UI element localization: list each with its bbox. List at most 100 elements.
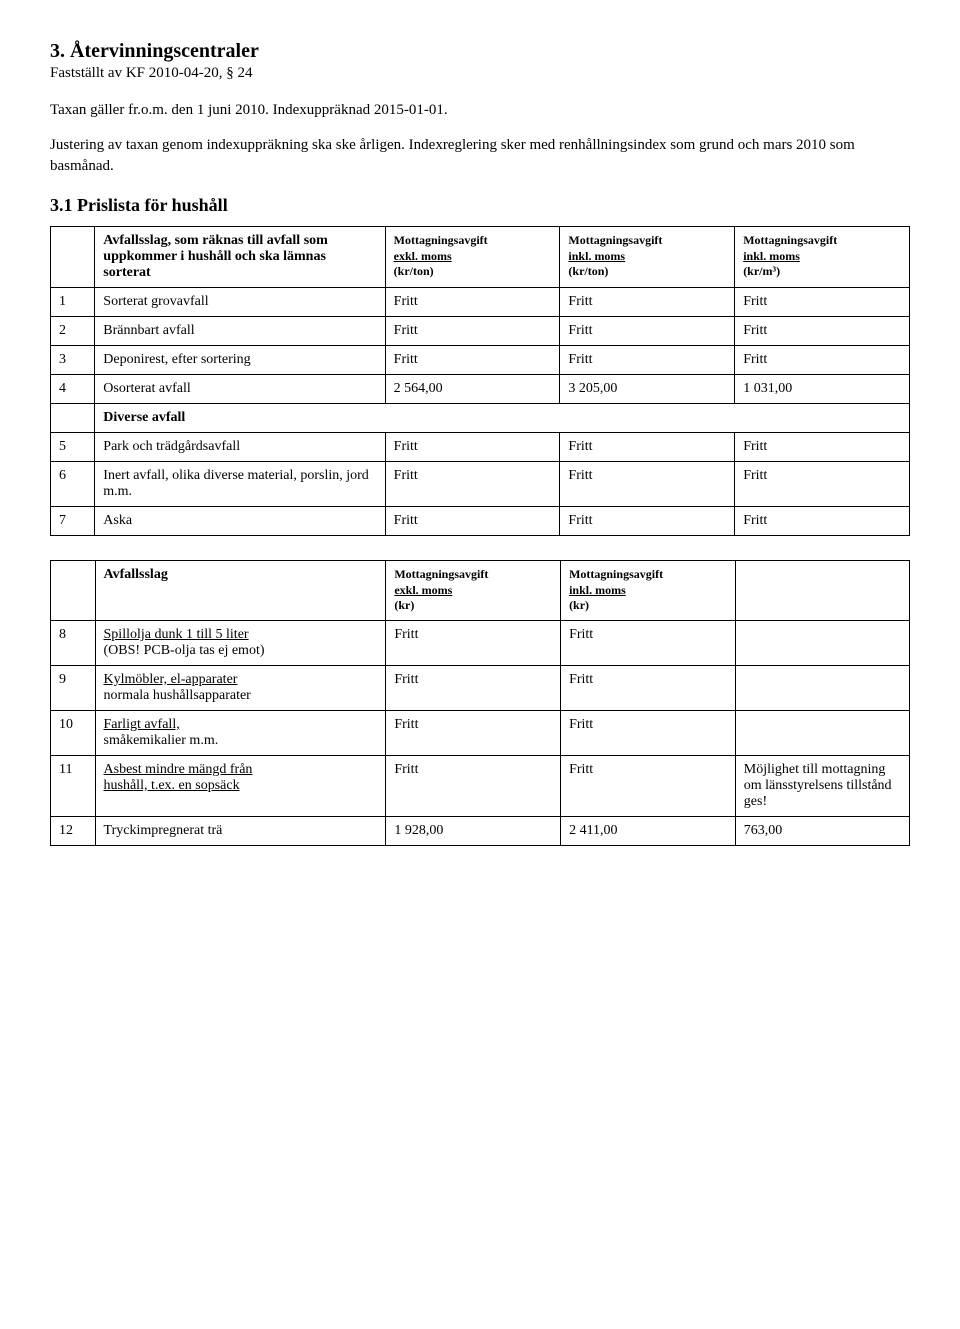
col-excl-header: Mottagningsavgift exkl. moms (kr) — [386, 561, 561, 621]
table-row: 7 Aska Fritt Fritt Fritt — [51, 507, 910, 536]
row-desc: Aska — [95, 507, 385, 536]
row-num: 1 — [51, 288, 95, 317]
table-row: 1 Sorterat grovavfall Fritt Fritt Fritt — [51, 288, 910, 317]
row-val: Fritt — [735, 507, 910, 536]
table-row: 5 Park och trädgårdsavfall Fritt Fritt F… — [51, 433, 910, 462]
col-desc-header: Avfallsslag — [95, 561, 386, 621]
hdr-text: (kr/ton) — [394, 264, 434, 278]
row-num: 10 — [51, 710, 96, 755]
section-num — [51, 404, 95, 433]
table-row: 3 Deponirest, efter sortering Fritt Frit… — [51, 346, 910, 375]
row-val: Fritt — [385, 317, 560, 346]
row-desc-u: Farligt avfall, — [104, 717, 180, 732]
table-header-row: Avfallsslag Mottagningsavgift exkl. moms… — [51, 561, 910, 621]
row-val: Fritt — [735, 433, 910, 462]
subheading: Fastställt av KF 2010-04-20, § 24 — [50, 65, 910, 82]
row-val: Fritt — [735, 317, 910, 346]
row-val: Fritt — [561, 755, 736, 816]
hdr-text: inkl. moms — [743, 249, 800, 263]
hdr-text: Mottagningsavgift — [569, 567, 663, 581]
row-val — [735, 665, 909, 710]
hdr-text: (kr/m³) — [743, 264, 780, 278]
row-desc-b: normala hushållsapparater — [104, 688, 251, 703]
table-row: 9 Kylmöbler, el-apparater normala hushål… — [51, 665, 910, 710]
table-row: 11 Asbest mindre mängd från hushåll, t.e… — [51, 755, 910, 816]
row-num: 6 — [51, 462, 95, 507]
row-desc-u: Kylmöbler, el-apparater — [104, 672, 238, 687]
col-incl-m3-header: Mottagningsavgift inkl. moms (kr/m³) — [735, 227, 910, 288]
col-num-header — [51, 227, 95, 288]
row-val: Fritt — [560, 507, 735, 536]
price-table-2: Avfallsslag Mottagningsavgift exkl. moms… — [50, 560, 910, 846]
row-num: 2 — [51, 317, 95, 346]
row-desc-u: Asbest mindre mängd från — [104, 762, 253, 777]
row-val: Fritt — [385, 507, 560, 536]
section-label: Diverse avfall — [95, 404, 910, 433]
row-desc: Spillolja dunk 1 till 5 liter (OBS! PCB-… — [95, 620, 386, 665]
hdr-text: (kr) — [569, 598, 589, 612]
hdr-text: Mottagningsavgift — [568, 233, 662, 247]
col-excl-header: Mottagningsavgift exkl. moms (kr/ton) — [385, 227, 560, 288]
row-val: Fritt — [735, 288, 910, 317]
price-table-1: Avfallsslag, som räknas till avfall som … — [50, 226, 910, 536]
hdr-text: Mottagningsavgift — [394, 567, 488, 581]
row-val: Fritt — [560, 462, 735, 507]
row-val: Fritt — [561, 620, 736, 665]
row-val: 763,00 — [735, 816, 909, 845]
row-desc-b: (OBS! PCB-olja tas ej emot) — [104, 643, 265, 658]
row-val: Fritt — [560, 317, 735, 346]
row-desc: Sorterat grovavfall — [95, 288, 385, 317]
hdr-text: exkl. moms — [394, 583, 452, 597]
row-val — [735, 620, 909, 665]
table-row: 4 Osorterat avfall 2 564,00 3 205,00 1 0… — [51, 375, 910, 404]
row-val: Möjlighet till mottagning om länsstyrels… — [735, 755, 909, 816]
row-desc: Tryckimpregnerat trä — [95, 816, 386, 845]
row-desc: Deponirest, efter sortering — [95, 346, 385, 375]
row-val: Fritt — [385, 346, 560, 375]
row-num: 12 — [51, 816, 96, 845]
col-incl-header: Mottagningsavgift inkl. moms (kr) — [561, 561, 736, 621]
row-val — [735, 710, 909, 755]
row-num: 3 — [51, 346, 95, 375]
row-val: Fritt — [735, 462, 910, 507]
intro-para-1: Taxan gäller fr.o.m. den 1 juni 2010. In… — [50, 100, 910, 121]
hdr-text: Mottagningsavgift — [394, 233, 488, 247]
table-header-row: Avfallsslag, som räknas till avfall som … — [51, 227, 910, 288]
row-num: 11 — [51, 755, 96, 816]
row-val: Fritt — [561, 665, 736, 710]
intro-para-2: Justering av taxan genom indexuppräkning… — [50, 135, 910, 177]
table-row: 10 Farligt avfall, småkemikalier m.m. Fr… — [51, 710, 910, 755]
row-val: Fritt — [560, 288, 735, 317]
row-desc: Kylmöbler, el-apparater normala hushålls… — [95, 665, 386, 710]
row-num: 7 — [51, 507, 95, 536]
row-desc: Osorterat avfall — [95, 375, 385, 404]
row-desc: Farligt avfall, småkemikalier m.m. — [95, 710, 386, 755]
row-val: Fritt — [386, 665, 561, 710]
col-num-header — [51, 561, 96, 621]
table-row: 12 Tryckimpregnerat trä 1 928,00 2 411,0… — [51, 816, 910, 845]
row-desc-b: småkemikalier m.m. — [104, 733, 219, 748]
hdr-text: inkl. moms — [569, 583, 626, 597]
hdr-text: inkl. moms — [568, 249, 625, 263]
row-val: Fritt — [735, 346, 910, 375]
row-num: 8 — [51, 620, 96, 665]
row-val: Fritt — [560, 346, 735, 375]
row-desc-u: Spillolja dunk 1 till 5 liter — [104, 627, 249, 642]
row-val: 3 205,00 — [560, 375, 735, 404]
table-row: 6 Inert avfall, olika diverse material, … — [51, 462, 910, 507]
col-note-header — [735, 561, 909, 621]
row-desc: Inert avfall, olika diverse material, po… — [95, 462, 385, 507]
hdr-text: (kr/ton) — [568, 264, 608, 278]
hdr-text: Mottagningsavgift — [743, 233, 837, 247]
col-incl-ton-header: Mottagningsavgift inkl. moms (kr/ton) — [560, 227, 735, 288]
page-title: 3. Återvinningscentraler — [50, 40, 910, 63]
row-val: Fritt — [386, 620, 561, 665]
row-val: Fritt — [385, 433, 560, 462]
row-num: 5 — [51, 433, 95, 462]
col-desc-header: Avfallsslag, som räknas till avfall som … — [95, 227, 385, 288]
hdr-text: (kr) — [394, 598, 414, 612]
section-title: 3.1 Prislista för hushåll — [50, 195, 910, 216]
row-val: Fritt — [386, 710, 561, 755]
row-desc: Park och trädgårdsavfall — [95, 433, 385, 462]
row-val: Fritt — [385, 288, 560, 317]
